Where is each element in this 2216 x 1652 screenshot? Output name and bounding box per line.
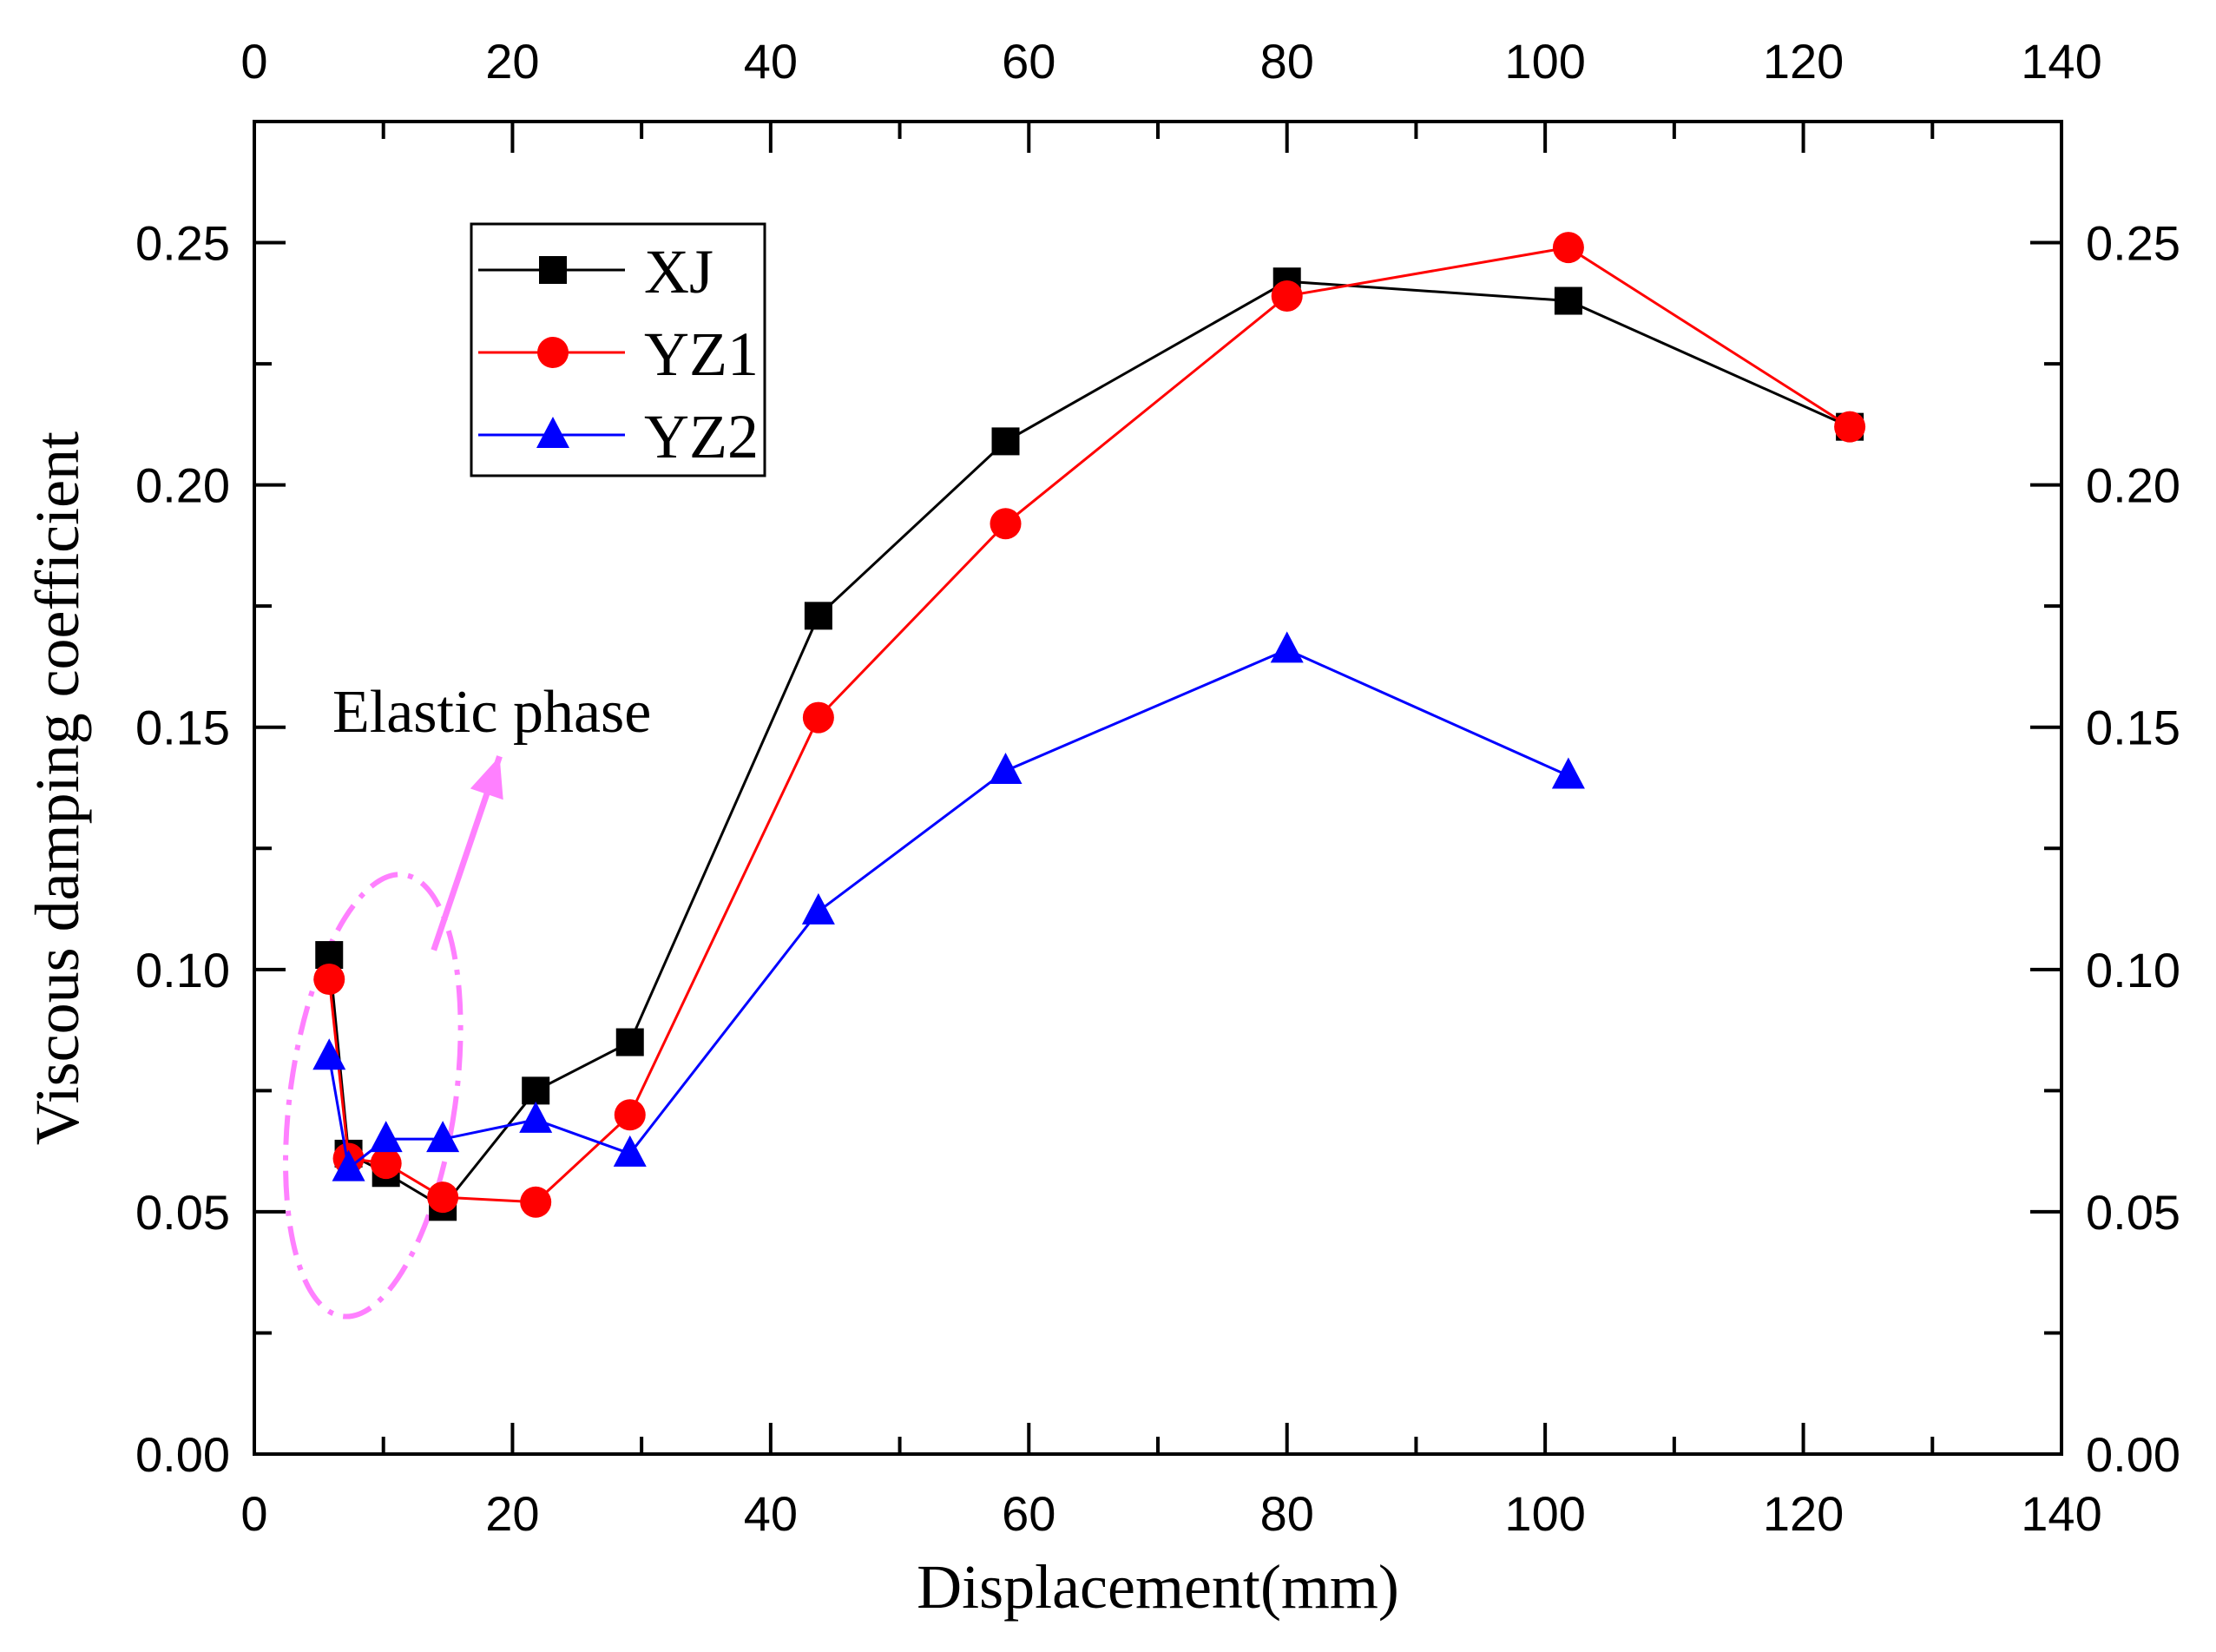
y-tick-label-left: 0.00 [135,1427,230,1482]
y-tick-label-left: 0.25 [135,216,230,271]
x-tick-label-bottom: 100 [1504,1486,1585,1541]
data-point-yz1 [520,1186,552,1218]
x-tick-label-bottom: 60 [1002,1486,1055,1541]
series-line-yz2 [327,648,1569,1171]
data-point-yz1 [370,1148,402,1180]
y-tick-label-right: 0.10 [2086,943,2180,997]
data-point-yz2 [613,1135,647,1167]
annotation: Elastic phase [283,679,651,1320]
y-tick-label-right: 0.15 [2086,701,2180,755]
data-point-xj [522,1076,550,1105]
data-point-yz1 [802,701,834,734]
data-point-yz2 [801,892,835,925]
series-yz2 [312,631,1585,1181]
axis-tick-labels: 0020204040606080801001001201201401400.00… [135,34,2180,1541]
x-tick-label-top: 140 [2021,34,2101,89]
x-tick-label-bottom: 40 [744,1486,798,1541]
y-tick-label-left: 0.20 [135,458,230,513]
y-tick-label-right: 0.20 [2086,458,2180,513]
legend-label-xj: XJ [644,237,713,306]
x-tick-label-top: 0 [240,34,267,89]
y-tick-label-right: 0.05 [2086,1185,2180,1240]
elastic-phase-ellipse [283,872,464,1320]
y-tick-label-left: 0.05 [135,1185,230,1240]
data-point-yz1 [313,963,345,995]
legend-label-yz1: YZ1 [644,319,759,389]
data-point-xj [1554,286,1582,315]
data-point-yz1 [427,1181,459,1214]
x-tick-label-top: 80 [1260,34,1314,89]
x-tick-label-top: 120 [1763,34,1844,89]
data-point-yz1 [1271,280,1303,312]
data-point-xj [615,1028,644,1056]
axis-ticks [253,122,2063,1456]
data-point-yz2 [989,752,1023,784]
x-tick-label-top: 20 [485,34,539,89]
x-tick-label-bottom: 80 [1260,1486,1314,1541]
data-point-yz2 [1551,757,1585,789]
data-point-xj [991,427,1020,456]
data-point-yz1 [1552,232,1584,264]
elastic-phase-arrowhead [470,756,503,800]
x-tick-label-top: 100 [1504,34,1585,89]
legend: XJ YZ1 YZ2 [470,222,766,477]
x-axis-title: Displacement(mm) [917,1552,1399,1622]
x-tick-label-top: 40 [744,34,798,89]
x-tick-label-bottom: 0 [240,1486,267,1541]
legend-label-yz2: YZ2 [644,402,759,471]
elastic-phase-label: Elastic phase [332,679,651,746]
data-point-yz1 [614,1099,646,1131]
x-tick-label-bottom: 20 [485,1486,539,1541]
y-tick-label-right: 0.00 [2086,1427,2180,1482]
y-tick-label-left: 0.10 [135,943,230,997]
x-tick-label-top: 60 [1002,34,1055,89]
series-layer [312,232,1866,1221]
series-yz1 [313,232,1866,1218]
data-point-yz2 [312,1038,346,1070]
data-point-yz2 [1270,631,1304,663]
y-axis-title: Viscous damping coefficient [23,431,92,1145]
y-tick-label-left: 0.15 [135,701,230,755]
x-tick-label-bottom: 120 [1763,1486,1844,1541]
data-point-yz1 [1834,411,1866,443]
x-tick-label-bottom: 140 [2021,1486,2101,1541]
legend-marker-yz1 [537,337,569,368]
data-point-yz2 [369,1121,403,1153]
legend-marker-xj [539,256,567,284]
data-point-yz2 [332,1149,365,1181]
data-point-yz1 [990,508,1022,540]
legend-marker-yz2 [536,417,569,448]
data-point-xj [804,602,832,630]
data-point-yz2 [426,1121,460,1153]
data-point-yz2 [519,1101,553,1133]
y-tick-label-right: 0.25 [2086,216,2180,271]
